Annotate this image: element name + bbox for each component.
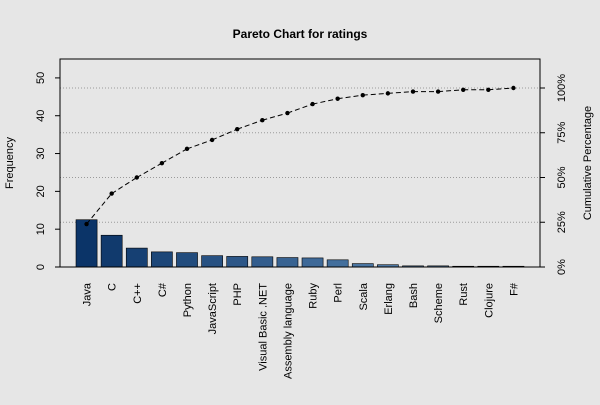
cumulative-segment-9 <box>312 98 338 105</box>
y2-axis: 0% 25% 50% 75% 100% <box>540 74 568 275</box>
bars <box>75 219 525 268</box>
chart-title: Pareto Chart for ratings <box>233 27 368 41</box>
cumulative-point-8 <box>285 110 290 116</box>
y-tick-label-1: 10 <box>35 223 47 235</box>
cumulative-point-4 <box>184 146 190 152</box>
y-tick-label-5: 50 <box>35 72 47 84</box>
y2-tick-label-0: 0% <box>556 259 568 275</box>
cumulative-segment-6 <box>237 119 263 130</box>
cumulative-point-13 <box>410 89 416 94</box>
bar-5 <box>201 255 223 268</box>
cumulative-point-14 <box>435 89 441 94</box>
x-tick-label-0: Java <box>82 282 94 306</box>
bar-3 <box>151 251 173 268</box>
cumulative-point-1 <box>109 191 114 196</box>
cumulative-point-6 <box>235 126 240 132</box>
x-tick-label-3: C# <box>157 282 169 297</box>
cumulative-point-7 <box>260 118 265 123</box>
bar-7 <box>251 256 274 268</box>
cumulative-line <box>86 87 514 225</box>
cumulative-segment-0 <box>86 193 113 225</box>
x-tick-label-5: JavaScript <box>207 283 219 334</box>
bar-11 <box>351 263 374 268</box>
y2-tick-label-1: 25% <box>556 211 568 233</box>
cumulative-segment-1 <box>111 177 138 195</box>
cumulative-point-2 <box>134 175 139 180</box>
cumulative-segment-2 <box>136 162 163 178</box>
cumulative-point-9 <box>310 101 315 107</box>
bar-4 <box>176 252 198 268</box>
x-tick-label-11: Scala <box>358 282 370 310</box>
y2-tick-label-2: 50% <box>556 166 568 188</box>
cumulative-point-5 <box>209 137 215 143</box>
cumulative-point-0 <box>84 221 89 227</box>
cumulative-point-15 <box>461 87 466 92</box>
x-tick-label-17: F# <box>508 282 520 296</box>
x-tick-label-14: Scheme <box>433 283 445 323</box>
bar-2 <box>125 247 148 268</box>
y-tick-label-2: 20 <box>35 185 47 197</box>
y2-axis-label: Cumulative Percentage <box>582 106 594 220</box>
cumulative-segment-14 <box>438 89 464 93</box>
x-tick-label-12: Erlang <box>383 283 395 315</box>
y-tick-label-0: 0 <box>35 264 47 270</box>
bar-8 <box>276 257 299 268</box>
x-tick-label-9: Ruby <box>308 283 320 309</box>
cumulative-segment-8 <box>287 103 313 114</box>
bar-10 <box>326 259 349 268</box>
y-axis: 0 10 20 30 40 50 <box>35 72 61 270</box>
bar-1 <box>100 234 123 268</box>
cumulative-points <box>84 85 516 227</box>
x-axis-labels: Java C C++ C# Python JavaScript PHP Visual Basi… <box>82 282 521 379</box>
cumulative-segment-11 <box>362 92 388 96</box>
x-tick-label-4: Python <box>182 283 194 317</box>
y2-tick-label-4: 100% <box>556 74 568 102</box>
cumulative-segment-10 <box>337 94 363 100</box>
bar-6 <box>226 256 249 268</box>
cumulative-segment-3 <box>161 148 188 164</box>
x-tick-label-8: Assembly language <box>282 283 294 379</box>
y-tick-label-3: 30 <box>35 147 47 159</box>
cumulative-point-11 <box>360 92 365 98</box>
cumulative-point-10 <box>335 96 340 101</box>
cumulative-point-12 <box>385 91 391 96</box>
x-tick-label-10: Perl <box>333 283 345 303</box>
bar-0 <box>75 219 98 268</box>
y-axis-label: Frequency <box>4 137 16 189</box>
bar-9 <box>301 257 324 268</box>
x-tick-label-1: C <box>107 283 119 291</box>
x-tick-label-16: Clojure <box>483 283 495 318</box>
x-tick-label-6: PHP <box>232 283 244 306</box>
cumulative-point-16 <box>486 87 491 92</box>
cumulative-segment-16 <box>488 87 514 91</box>
x-tick-label-15: Rust <box>458 283 470 306</box>
x-tick-label-2: C++ <box>132 283 144 304</box>
cumulative-segment-12 <box>387 91 414 94</box>
grid-lines <box>60 87 540 223</box>
y2-tick-label-3: 75% <box>556 122 568 144</box>
cumulative-point-3 <box>159 160 165 166</box>
cumulative-segment-4 <box>186 139 213 150</box>
x-tick-label-13: Bash <box>408 283 420 308</box>
cumulative-point-17 <box>511 85 516 91</box>
y-tick-label-4: 40 <box>35 110 47 122</box>
x-tick-label-7: Visual Basic .NET <box>257 283 269 371</box>
cumulative-segment-7 <box>262 112 288 121</box>
cumulative-segment-5 <box>211 128 238 141</box>
